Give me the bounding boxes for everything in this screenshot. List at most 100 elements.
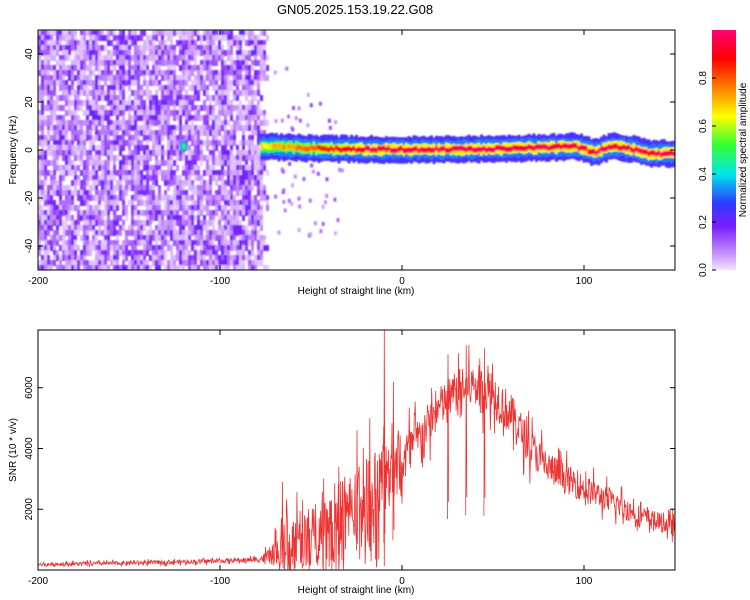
heatmap-cell [89,55,92,61]
heatmap-cell [215,45,218,51]
heatmap-cell [146,85,149,91]
heatmap-cell [245,120,248,126]
heatmap-cell [188,220,191,226]
heatmap-cell [248,135,251,141]
heatmap-cell [47,80,50,86]
heatmap-cell [236,240,239,246]
heatmap-cell [71,215,74,221]
heatmap-cell [68,120,71,126]
heatmap-cell [152,145,155,151]
heatmap-cell [59,120,62,126]
heatmap-cell [104,185,107,191]
heatmap-cell [179,245,182,251]
heatmap-cell [44,245,47,251]
heatmap-cell [140,225,143,231]
heatmap-cell [41,125,44,131]
heatmap-cell [104,110,107,116]
heatmap-cell [86,200,89,206]
heatmap-cell [62,125,65,131]
heatmap-cell [194,205,197,211]
heatmap-band-cell [530,144,533,151]
heatmap-cell [149,120,152,126]
heatmap-cell [218,235,221,241]
heatmap-cell [248,215,251,221]
heatmap-cell [134,110,137,116]
heatmap-cell [218,115,221,121]
heatmap-cell [218,35,221,41]
heatmap-cell [95,125,98,131]
heatmap-cell [137,200,140,206]
heatmap-cell [245,240,248,246]
heatmap-cell [47,75,50,81]
heatmap-cell [119,265,122,270]
heatmap-cell [50,40,53,46]
heatmap-cell [128,155,131,161]
heatmap-cell [128,45,131,51]
heatmap-cell [122,110,125,116]
heatmap-cell [236,105,239,111]
heatmap-cell [158,160,161,166]
heatmap-cell [161,135,164,141]
heatmap-cell [212,160,215,166]
heatmap-cell [80,260,83,266]
heatmap-cell [62,240,65,246]
heatmap-cell [227,135,230,141]
heatmap-band-cell [505,146,508,153]
heatmap-cell [158,130,161,136]
heatmap-cell [224,205,227,211]
heatmap-cell [122,190,125,196]
heatmap-cell [62,245,65,251]
heatmap-cell [83,190,86,196]
heatmap-cell [319,229,323,234]
heatmap-cell [245,85,248,91]
heatmap-cell [209,45,212,51]
heatmap-band-cell [485,147,488,153]
heatmap-cell [170,235,173,241]
heatmap-cell [248,200,251,206]
heatmap-cell [56,105,59,111]
heatmap-cell [116,250,119,256]
heatmap-cell [302,177,306,182]
heatmap-cell [59,210,62,216]
heatmap-cell [200,190,203,196]
heatmap-cell [188,115,191,121]
heatmap-cell [209,40,212,46]
heatmap-cell [107,115,110,121]
heatmap-cell [92,225,95,231]
heatmap-cell [161,235,164,241]
heatmap-cell [191,95,194,101]
heatmap-cell [77,130,80,136]
heatmap-cell [236,230,239,236]
heatmap-cell [233,260,236,266]
heatmap-cell [47,40,50,46]
heatmap-cell [185,175,188,181]
heatmap-cell [221,80,224,86]
heatmap-cell [242,165,245,171]
heatmap-cell [122,200,125,206]
heatmap-cell [173,60,176,66]
heatmap-cell [68,170,71,176]
heatmap-cell [74,100,77,106]
heatmap-band-cell [602,146,606,152]
heatmap-cell [236,265,239,270]
heatmap-cell [131,120,134,126]
heatmap-cell [209,260,212,266]
heatmap-cell [158,55,161,61]
heatmap-cell [206,160,209,166]
heatmap-cell [230,160,233,166]
heatmap-cell [77,135,80,141]
heatmap-cell [221,90,224,96]
heatmap-cell [119,120,122,126]
heatmap-cell [119,85,122,91]
heatmap-cell [62,155,65,161]
heatmap-band-cell [482,145,486,151]
heatmap-band-cell [515,145,518,151]
heatmap-cell [125,160,128,166]
heatmap-cell [56,125,59,131]
heatmap-cell [203,260,206,266]
heatmap-band-cell [605,146,608,152]
heatmap-cell [68,140,71,146]
heatmap-band-cell [562,143,566,149]
heatmap-cell [71,180,74,186]
heatmap-cell [209,245,212,251]
